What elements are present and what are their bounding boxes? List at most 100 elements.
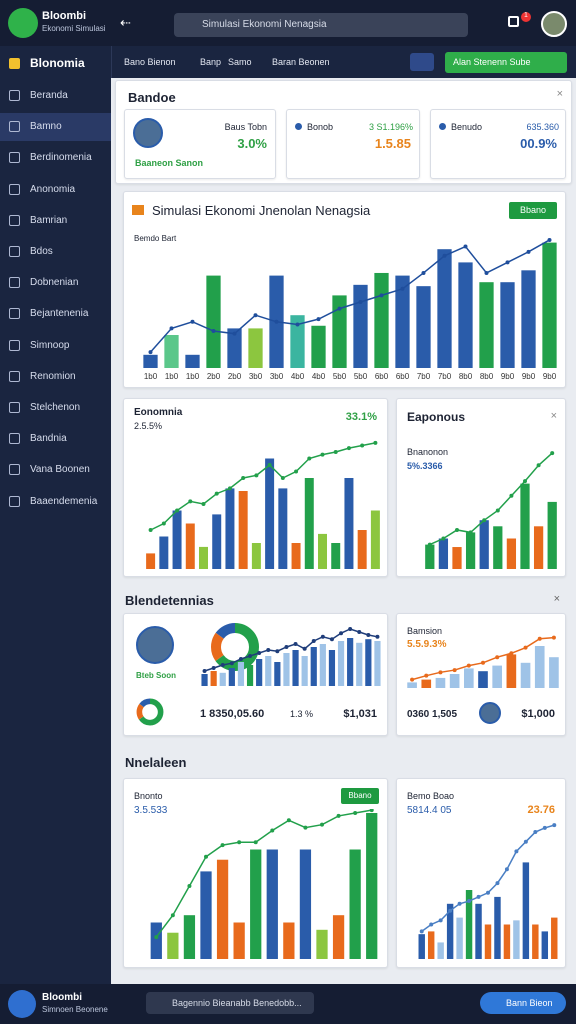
kpi-sub: 3 S1.196% — [368, 122, 413, 132]
bar — [500, 282, 515, 368]
chart-button[interactable]: Bbano — [341, 788, 379, 804]
line-point — [175, 508, 180, 513]
kpi-value: 00.9% — [520, 136, 557, 151]
plot — [201, 627, 381, 686]
line-point — [190, 319, 195, 324]
x-tick-label: 4b0 — [291, 372, 305, 381]
bar — [438, 538, 449, 569]
line-point — [424, 673, 429, 678]
line-point — [523, 645, 528, 650]
x-tick-label: 1b0 — [144, 372, 158, 381]
close[interactable]: × — [553, 593, 560, 605]
sidebar-item[interactable]: Vana Boonen — [0, 456, 111, 484]
bar — [299, 849, 312, 959]
sidebar-item[interactable]: Bamno — [0, 113, 111, 142]
sidebar-item[interactable]: Baaendemenia — [0, 488, 111, 516]
bar — [506, 538, 517, 569]
line-point — [505, 260, 510, 265]
primary-button[interactable]: Alan Stenenn Sube — [445, 52, 567, 73]
kpi-card: Baus Tobn 3.0% Baaneon Sanon — [124, 109, 276, 179]
sub-nav-item[interactable]: Samo — [228, 57, 252, 67]
line-point — [253, 840, 258, 845]
line-point — [220, 663, 225, 667]
sidebar-item[interactable]: Renomion — [0, 363, 111, 391]
sidebar-icon — [9, 464, 20, 476]
line-point — [427, 542, 432, 547]
line-point — [455, 527, 459, 532]
line-point — [188, 499, 193, 504]
chart-value: 23.76 — [527, 804, 555, 816]
line-point — [550, 451, 555, 456]
sidebar-icon — [9, 402, 20, 413]
chart-card: Simulasi Ekonomi Jnenolan Nenagsia Bemdo… — [123, 191, 566, 388]
bar — [250, 849, 262, 959]
sidebar-item[interactable]: Anonomia — [0, 176, 111, 204]
footer-search[interactable]: Bagennio Bieanabb Benedobb... — [146, 992, 314, 1014]
notification-icon[interactable] — [508, 16, 519, 27]
bar — [228, 668, 235, 686]
sidebar-item[interactable]: Dobnenian — [0, 269, 111, 297]
sidebar-item[interactable]: Bejantenenia — [0, 300, 111, 328]
donut-segment — [136, 698, 164, 726]
bar — [301, 656, 308, 686]
bar — [418, 934, 425, 959]
sidebar-item[interactable]: Bdos — [0, 238, 111, 266]
icon-button[interactable] — [410, 53, 434, 71]
section-title: Nnelaleen — [125, 755, 187, 770]
stat: 1 8350,05.60 — [200, 708, 265, 720]
sidebar-item[interactable]: Bandnia — [0, 425, 111, 453]
line — [149, 239, 550, 353]
bar — [265, 458, 275, 569]
line-point — [248, 654, 253, 658]
sidebar-item[interactable]: Stelchenon — [0, 394, 111, 422]
sub-nav-item[interactable]: Bano Bienon — [124, 57, 176, 67]
line-point — [220, 843, 225, 848]
line-point — [229, 661, 234, 666]
bar — [542, 242, 557, 368]
search-box[interactable]: Simulasi Ekonomi Nenagsia — [174, 13, 468, 37]
line-point — [303, 825, 308, 830]
bar — [521, 270, 536, 368]
line-point — [481, 660, 485, 665]
bar — [479, 282, 494, 368]
avatar[interactable] — [541, 11, 567, 37]
sidebar-item[interactable]: Bamrian — [0, 207, 111, 235]
sidebar-title: Blonomia — [30, 56, 85, 70]
sidebar-icon — [9, 183, 20, 195]
bar — [337, 641, 345, 686]
bar — [551, 917, 558, 959]
badge: 1 — [521, 12, 531, 22]
chart-card: Eonomnia 2.5.5% 33.1% — [123, 398, 388, 577]
close[interactable]: × — [556, 88, 563, 100]
sub-nav-item[interactable]: Baran Beonen — [272, 57, 330, 67]
line — [155, 809, 372, 938]
line-point — [514, 849, 519, 854]
sidebar-item[interactable]: Beranda — [0, 82, 111, 110]
footer-button[interactable]: Bann Bieon — [480, 992, 566, 1014]
line-point — [463, 244, 468, 249]
sub-nav-item[interactable]: Banp — [200, 57, 222, 67]
line-point — [429, 922, 434, 927]
chart-card: Bemo Boao 5814.4 05 23.76 — [396, 778, 566, 968]
sidebar-icon — [9, 433, 20, 445]
sidebar-item[interactable]: Berdinomenia — [0, 144, 111, 172]
bar — [256, 659, 263, 686]
x-tick-label: 7b0 — [438, 372, 452, 381]
chart-title: Bamsion — [407, 626, 443, 636]
line-point — [148, 528, 153, 532]
line-point — [254, 473, 259, 478]
line-point — [373, 440, 378, 445]
line-point — [211, 666, 216, 670]
line-point — [369, 809, 374, 813]
avatar — [136, 626, 174, 664]
line-point — [379, 293, 384, 298]
bar — [292, 650, 299, 686]
sidebar-item[interactable]: Simnoop — [0, 332, 111, 360]
chart-button[interactable]: Bbano — [509, 202, 557, 219]
line-point — [187, 884, 192, 888]
line-point — [353, 811, 358, 815]
x-tick-label: 9b0 — [501, 372, 515, 381]
close[interactable]: × — [550, 410, 557, 422]
line-point — [421, 270, 426, 275]
back-button[interactable]: ⇠ — [120, 15, 131, 30]
